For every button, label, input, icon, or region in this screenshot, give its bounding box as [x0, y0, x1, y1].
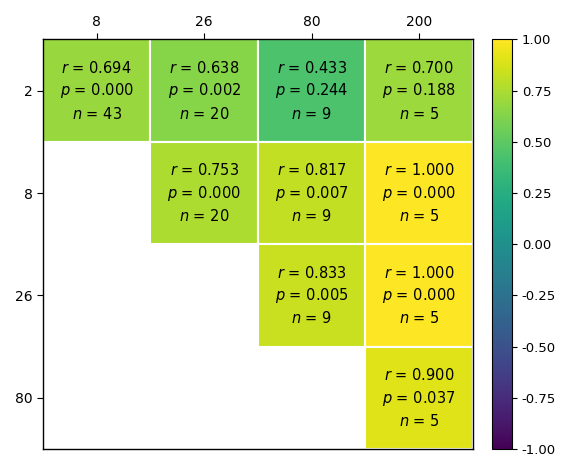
- Text: $r$ = 1.000
$p$ = 0.000
$n$ = 5: $r$ = 1.000 $p$ = 0.000 $n$ = 5: [382, 264, 456, 326]
- Bar: [365, 244, 473, 346]
- Bar: [365, 346, 473, 449]
- Text: $r$ = 0.833
$p$ = 0.005
$n$ = 9: $r$ = 0.833 $p$ = 0.005 $n$ = 9: [275, 264, 348, 326]
- Text: $r$ = 1.000
$p$ = 0.000
$n$ = 5: $r$ = 1.000 $p$ = 0.000 $n$ = 5: [382, 162, 456, 224]
- Text: $r$ = 0.753
$p$ = 0.000
$n$ = 20: $r$ = 0.753 $p$ = 0.000 $n$ = 20: [167, 162, 241, 224]
- Text: $r$ = 0.694
$p$ = 0.000
$n$ = 43: $r$ = 0.694 $p$ = 0.000 $n$ = 43: [60, 60, 133, 121]
- Bar: [43, 40, 150, 142]
- Bar: [258, 40, 365, 142]
- Text: $r$ = 0.638
$p$ = 0.002
$n$ = 20: $r$ = 0.638 $p$ = 0.002 $n$ = 20: [168, 60, 241, 121]
- Text: $r$ = 0.433
$p$ = 0.244
$n$ = 9: $r$ = 0.433 $p$ = 0.244 $n$ = 9: [275, 60, 348, 121]
- Bar: [365, 40, 473, 142]
- Bar: [365, 142, 473, 244]
- Text: $r$ = 0.900
$p$ = 0.037
$n$ = 5: $r$ = 0.900 $p$ = 0.037 $n$ = 5: [382, 367, 456, 429]
- Bar: [258, 244, 365, 346]
- Bar: [258, 142, 365, 244]
- Text: $r$ = 0.817
$p$ = 0.007
$n$ = 9: $r$ = 0.817 $p$ = 0.007 $n$ = 9: [275, 162, 348, 224]
- Bar: [150, 40, 258, 142]
- Text: $r$ = 0.700
$p$ = 0.188
$n$ = 5: $r$ = 0.700 $p$ = 0.188 $n$ = 5: [382, 60, 456, 121]
- Bar: [150, 142, 258, 244]
